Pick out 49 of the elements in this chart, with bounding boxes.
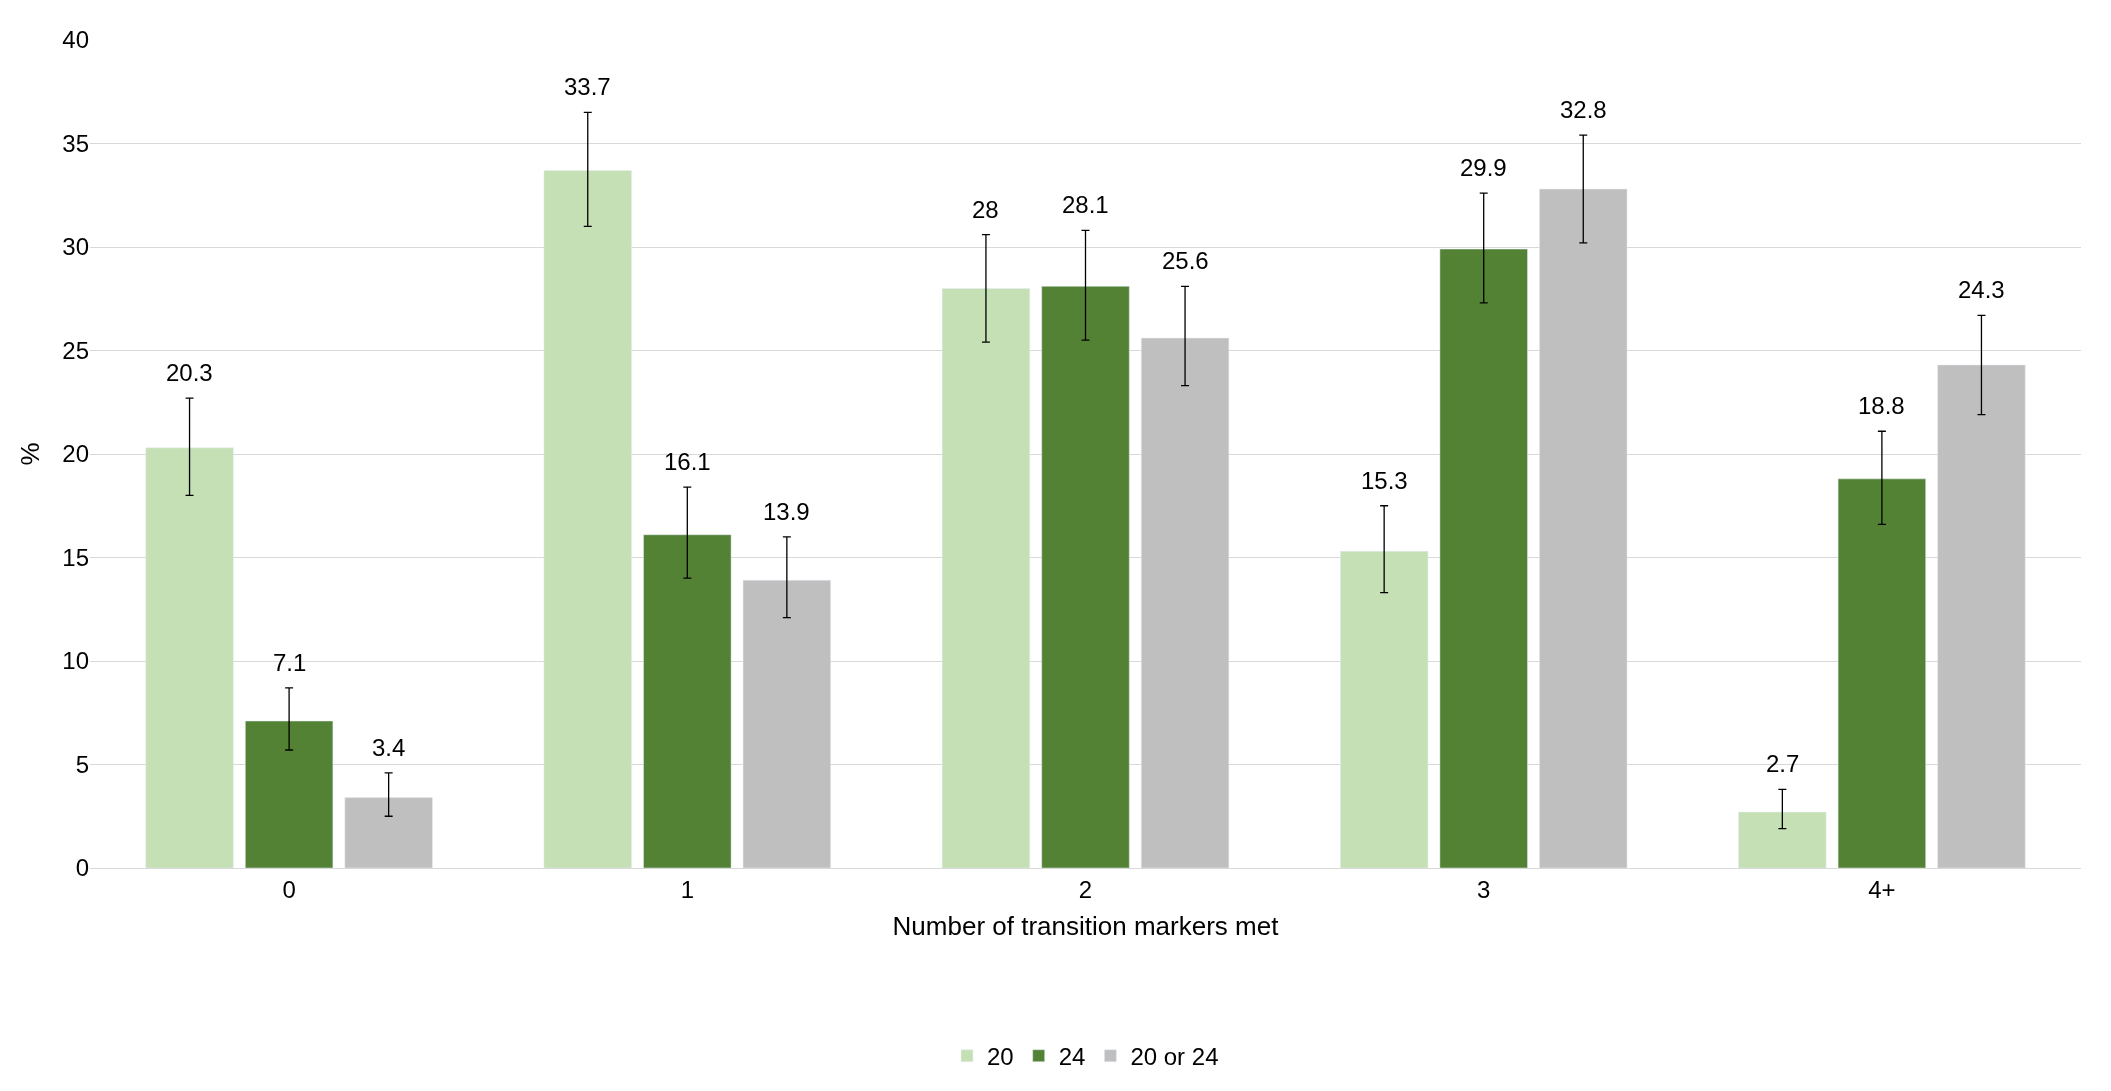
y-tick-label: 25 [62,336,89,364]
data-label: 24.3 [1958,276,2005,303]
data-label: 28 [972,196,999,223]
legend-label: 20 [987,1043,1014,1071]
data-label: 18.8 [1858,392,1905,419]
bar [543,170,632,868]
data-label: 3.4 [372,734,406,761]
data-label: 15.3 [1361,467,1408,494]
bar [1937,364,2026,868]
x-tick-label: 3 [1477,875,1491,903]
data-label: 25.6 [1162,247,1209,274]
bar [941,288,1030,868]
y-tick-label: 35 [62,129,89,157]
data-label: 16.1 [664,448,711,475]
x-axis-title: Number of transition markers met [892,911,1280,942]
x-tick-label: 4+ [1868,875,1896,903]
y-tick-label: 15 [62,543,89,571]
bar [344,797,433,868]
legend-label: 24 [1058,1043,1086,1071]
data-label: 29.9 [1460,154,1507,181]
bar [145,447,234,868]
bar [643,534,732,868]
data-label: 20.3 [166,359,213,386]
data-label: 7.1 [273,649,307,676]
bar [1738,811,1827,868]
bar [1141,337,1230,868]
data-label: 33.7 [564,73,611,100]
data-label: 32.8 [1560,96,1607,123]
legend-label: 20 or 24 [1130,1043,1219,1071]
bar [1539,188,1628,868]
data-label: 13.9 [763,498,810,525]
bar [1837,478,1926,868]
y-tick-label: 5 [75,750,89,778]
y-axis-title: % [14,442,45,466]
bar [1439,248,1528,868]
x-tick-label: 2 [1078,875,1093,903]
y-tick-label: 30 [62,233,89,261]
bar [1041,286,1130,868]
data-label: 2.7 [1766,750,1800,777]
y-tick-label: 0 [75,854,89,882]
data-label: 28.1 [1062,191,1109,218]
bar [1340,551,1429,868]
x-tick-label: 1 [680,875,694,903]
bar [742,580,831,868]
y-tick-label: 40 [62,26,89,54]
x-tick-label: 0 [282,875,296,903]
y-tick-label: 20 [62,440,89,468]
bar [245,720,334,868]
y-tick-label: 10 [62,647,89,675]
